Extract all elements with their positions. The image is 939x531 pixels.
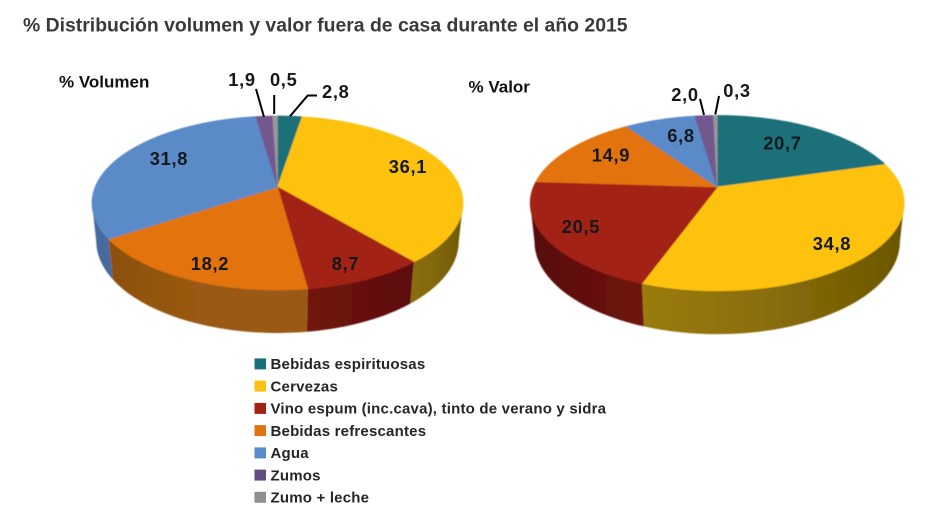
svg-text:% Valor: % Valor (469, 78, 531, 97)
svg-text:Zumo + leche: Zumo + leche (271, 490, 370, 507)
svg-text:34,8: 34,8 (813, 233, 851, 254)
svg-text:2,0: 2,0 (671, 84, 699, 105)
svg-text:20,5: 20,5 (562, 216, 600, 237)
svg-text:20,7: 20,7 (763, 133, 801, 154)
svg-text:1,9: 1,9 (228, 69, 256, 90)
svg-text:Agua: Agua (271, 445, 310, 462)
svg-text:Vino espum (inc.cava), tinto d: Vino espum (inc.cava), tinto de verano y… (271, 401, 607, 418)
svg-text:8,7: 8,7 (332, 253, 360, 274)
svg-text:14,9: 14,9 (592, 145, 630, 166)
svg-text:6,8: 6,8 (667, 125, 695, 146)
svg-text:% Volumen: % Volumen (59, 73, 149, 92)
svg-text:31,8: 31,8 (150, 148, 188, 169)
svg-text:% Distribución volumen y valor: % Distribución volumen y valor fuera de … (23, 15, 628, 37)
svg-text:0,5: 0,5 (270, 69, 298, 90)
svg-text:0,3: 0,3 (723, 80, 751, 101)
svg-text:2,8: 2,8 (322, 81, 350, 102)
svg-text:Cervezas: Cervezas (271, 378, 338, 395)
svg-text:36,1: 36,1 (389, 156, 427, 177)
svg-text:18,2: 18,2 (191, 253, 229, 274)
svg-text:Bebidas espirituosas: Bebidas espirituosas (271, 356, 426, 373)
svg-text:Bebidas refrescantes: Bebidas refrescantes (271, 423, 427, 440)
svg-text:Zumos: Zumos (271, 467, 321, 484)
